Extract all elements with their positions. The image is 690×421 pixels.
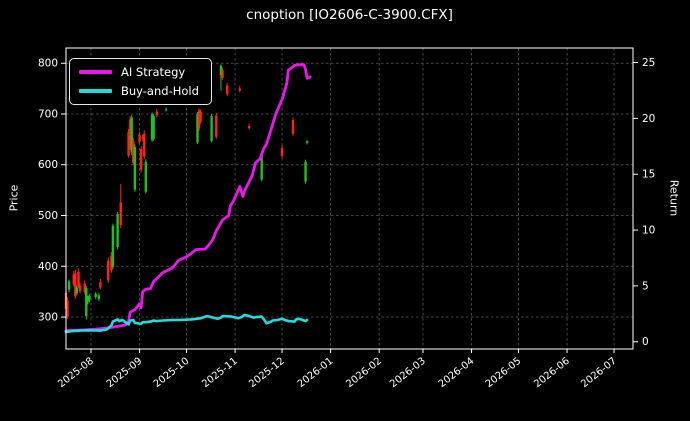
svg-text:2026-07: 2026-07 — [579, 356, 619, 390]
chart-title: cnoption [IO2606-C-3900.CFX] — [246, 7, 453, 23]
svg-text:2026-01: 2026-01 — [296, 356, 336, 390]
svg-text:500: 500 — [38, 210, 58, 222]
svg-text:400: 400 — [38, 261, 58, 273]
svg-text:300: 300 — [38, 312, 58, 324]
buy-and-hold-line-swatch — [79, 89, 112, 93]
svg-text:10: 10 — [642, 225, 655, 237]
ai-strategy-line-swatch — [79, 70, 112, 74]
svg-text:600: 600 — [38, 159, 58, 171]
legend: AI Strategy Buy-and-Hold — [69, 58, 212, 105]
legend-label-ai-strategy: AI Strategy — [121, 65, 186, 79]
svg-text:5: 5 — [642, 280, 649, 292]
svg-text:2025-11: 2025-11 — [200, 356, 240, 390]
svg-text:2026-04: 2026-04 — [437, 356, 477, 390]
svg-text:2026-05: 2026-05 — [484, 356, 524, 390]
svg-text:2026-03: 2026-03 — [388, 356, 428, 390]
svg-text:20: 20 — [642, 113, 655, 125]
svg-text:15: 15 — [642, 169, 655, 181]
svg-text:800: 800 — [38, 58, 58, 70]
svg-text:2026-06: 2026-06 — [532, 356, 572, 390]
svg-text:2026-02: 2026-02 — [344, 356, 384, 390]
right-axis-title: Return — [667, 179, 681, 217]
svg-text:2025-08: 2025-08 — [56, 356, 96, 390]
svg-text:2025-10: 2025-10 — [152, 356, 192, 390]
svg-text:25: 25 — [642, 57, 655, 69]
legend-item-buy-and-hold: Buy-and-Hold — [79, 84, 199, 98]
svg-text:0: 0 — [642, 336, 649, 348]
svg-text:700: 700 — [38, 108, 58, 120]
svg-text:2025-12: 2025-12 — [247, 356, 287, 390]
left-axis-title: Price — [7, 184, 21, 212]
legend-label-buy-and-hold: Buy-and-Hold — [121, 84, 199, 98]
svg-text:2025-09: 2025-09 — [105, 356, 145, 390]
legend-item-ai-strategy: AI Strategy — [79, 65, 199, 79]
